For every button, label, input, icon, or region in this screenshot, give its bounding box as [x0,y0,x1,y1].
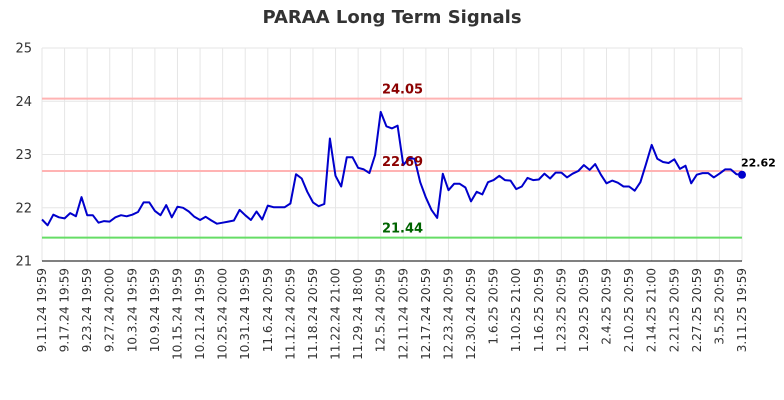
reference-line-label: 21.44 [382,222,423,237]
y-tick-label: 22 [15,201,32,216]
x-tick-label: 9.17.24 19:59 [58,268,72,352]
x-tick-label: 9.27.24 20:00 [103,268,117,352]
x-tick-label: 10.9.24 19:59 [148,268,162,352]
x-tick-label: 11.6.24 20:59 [261,268,275,352]
x-tick-label: 10.15.24 19:59 [170,268,184,360]
chart-title: PARAA Long Term Signals [262,7,522,28]
y-tick-label: 24 [15,95,32,110]
reference-line-label: 22.69 [382,155,423,170]
x-tick-label: 12.17.24 20:59 [419,268,433,360]
last-value-label: 22.62 [741,157,776,170]
x-tick-label: 11.29.24 18:00 [351,268,365,360]
last-point-marker [738,170,746,179]
x-tick-label: 9.11.24 19:59 [35,268,49,352]
x-tick-label: 10.3.24 19:59 [125,268,139,352]
x-tick-label: 11.22.24 21:00 [329,268,343,360]
x-tick-label: 3.5.25 20:59 [712,268,726,345]
x-tick-label: 12.11.24 20:59 [396,268,410,360]
y-tick-label: 21 [15,255,32,270]
x-tick-label: 9.23.24 19:59 [80,268,94,352]
x-tick-label: 2.27.25 20:59 [690,268,704,352]
x-tick-label: 11.18.24 20:59 [306,268,320,360]
x-tick-label: 1.6.25 20:59 [487,268,501,345]
series [41,110,746,227]
x-tick-label: 12.30.24 20:59 [464,268,478,360]
reference-lines [42,97,742,239]
y-tick-label: 23 [15,148,32,163]
x-tick-label: 1.29.25 20:59 [577,268,591,352]
x-tick-label: 1.10.25 21:00 [509,268,523,352]
reference-line-label: 24.05 [382,83,423,98]
y-tick-label: 25 [15,42,32,57]
x-tick-label: 10.25.24 20:00 [216,268,230,360]
price-line [41,110,743,227]
axes: 21 22 23 24 25 9.11.24 19:59 9.17.24 19:59 9.23… [15,42,749,360]
x-tick-label: 11.12.24 20:59 [283,268,297,360]
x-tick-label: 10.21.24 19:59 [193,268,207,360]
x-tick-label: 12.23.24 20:59 [441,268,455,360]
labels: 24.05 22.69 21.44 22.62 [382,83,776,237]
x-tick-label: 2.4.25 20:59 [600,268,614,345]
x-tick-label: 3.11.25 19:59 [735,268,749,352]
x-tick-label: 2.21.25 20:59 [667,268,681,352]
grid [41,47,743,262]
x-tick-label: 1.16.25 20:59 [532,268,546,352]
x-tick-label: 10.31.24 19:59 [238,268,252,360]
x-tick-label: 1.23.25 20:59 [554,268,568,352]
x-tick-label: 2.14.25 21:00 [645,268,659,352]
x-tick-label: 12.5.24 20:59 [374,268,388,352]
x-tick-label: 2.10.25 20:59 [622,268,636,352]
